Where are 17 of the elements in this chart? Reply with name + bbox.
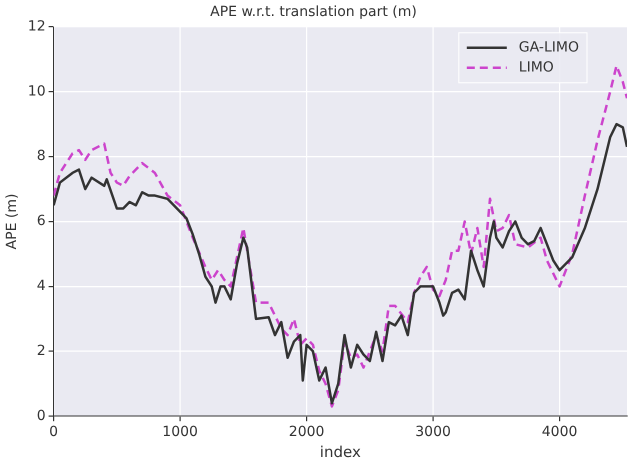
- y-axis-title: APE (m): [4, 194, 20, 250]
- x-tick-label: 3000: [415, 424, 451, 440]
- x-axis-title: index: [320, 442, 361, 461]
- chart-title: APE w.r.t. translation part (m): [210, 4, 417, 20]
- x-tick-label: 1000: [162, 424, 198, 440]
- x-tick-label: 4000: [542, 424, 578, 440]
- y-tick-label: 8: [36, 148, 46, 164]
- y-tick-label: 6: [36, 213, 46, 230]
- y-tick-label: 12: [28, 18, 46, 34]
- x-tick-label: 0: [49, 424, 58, 440]
- y-tick-label: 0: [36, 408, 46, 424]
- x-tick-label: 2000: [288, 424, 324, 440]
- y-tick-label: 2: [36, 342, 46, 359]
- y-tick-label: 4: [36, 278, 46, 294]
- legend-label: LIMO: [518, 59, 554, 76]
- legend-label: GA-LIMO: [518, 39, 580, 56]
- y-tick-label: 10: [28, 83, 46, 100]
